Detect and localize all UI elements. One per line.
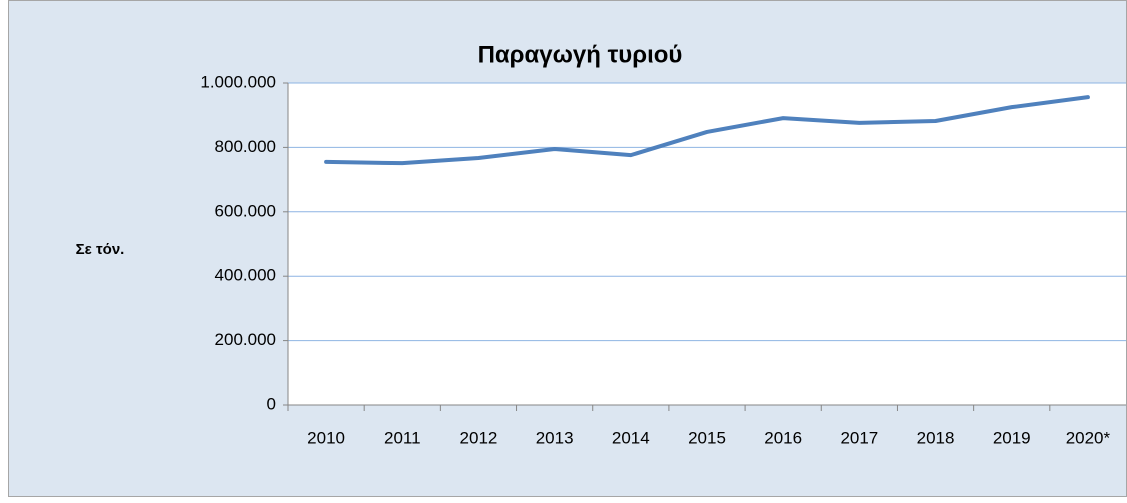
y-tick-label: 600.000 bbox=[215, 201, 276, 220]
y-tick-label: 800.000 bbox=[215, 137, 276, 156]
x-tick-label: 2017 bbox=[840, 428, 878, 447]
x-tick-label: 2014 bbox=[612, 428, 650, 447]
y-tick-label: 400.000 bbox=[215, 266, 276, 285]
chart-title: Παραγωγή τυριού bbox=[478, 41, 683, 68]
x-tick-label: 2016 bbox=[764, 428, 802, 447]
line-series bbox=[324, 95, 1090, 166]
x-tick-label: 2013 bbox=[536, 428, 574, 447]
x-tick-label: 2020* bbox=[1066, 428, 1111, 447]
y-tick-label: 1.000.000 bbox=[200, 72, 276, 91]
plot-area bbox=[288, 83, 1126, 405]
y-axis-label: Σε τόν. bbox=[76, 241, 125, 258]
y-tick-label: 200.000 bbox=[215, 330, 276, 349]
x-tick-label: 2018 bbox=[917, 428, 955, 447]
x-tick-label: 2010 bbox=[307, 428, 345, 447]
x-tick-label: 2015 bbox=[688, 428, 726, 447]
y-tick-label: 0 bbox=[267, 394, 276, 413]
x-tick-label: 2019 bbox=[993, 428, 1031, 447]
x-tick-label: 2012 bbox=[460, 428, 498, 447]
x-tick-label: 2011 bbox=[384, 428, 421, 447]
